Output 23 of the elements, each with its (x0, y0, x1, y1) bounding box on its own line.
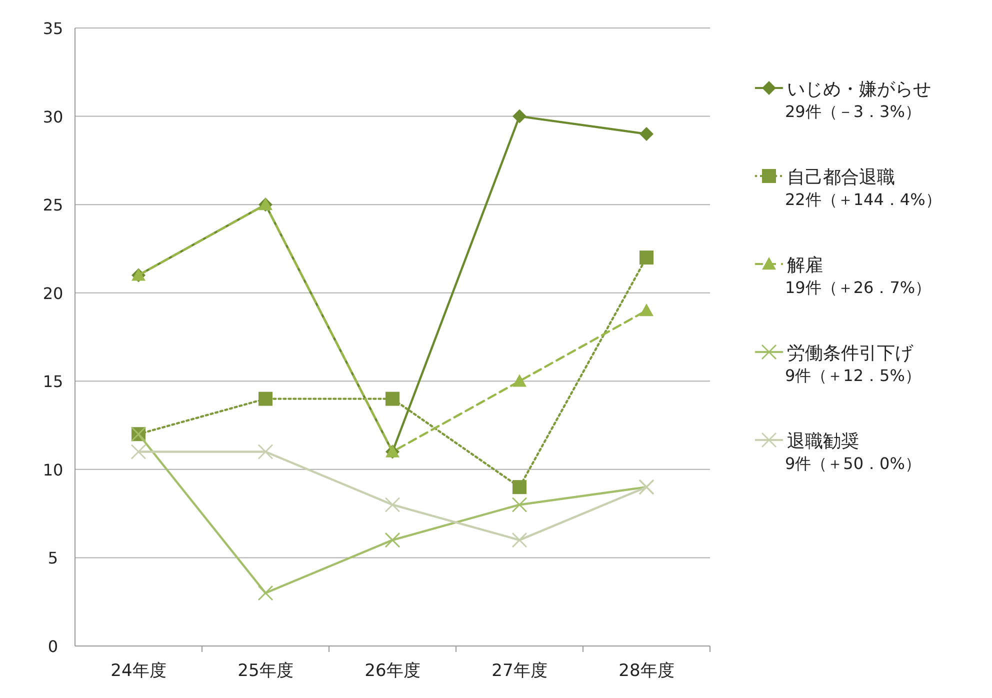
legend-label: いじめ・嫌がらせ 29件（－3．3%） (785, 79, 931, 121)
y-tick-label: 0 (48, 637, 58, 656)
x-tick-label: 24年度 (110, 661, 166, 681)
x-tick-label: 25年度 (238, 661, 294, 681)
y-tick-label: 10 (42, 460, 64, 480)
y-tick-label: 25 (42, 196, 64, 215)
legend-label: 労働条件引下げ 9件（＋12．5%） (785, 343, 921, 385)
legend-item: 自己都合退職 22件（＋144．4%） (755, 167, 942, 209)
y-tick-label: 5 (48, 548, 58, 568)
x-tick-label: 26年度 (364, 661, 420, 681)
legend-label: 解雇 19件（＋26．7%） (785, 255, 932, 297)
legend-label: 自己都合退職 22件（＋144．4%） (785, 167, 942, 209)
legend-label: 退職勧奨 9件（＋50．0%） (785, 431, 921, 473)
x-tick-label: 27年度 (492, 661, 548, 681)
x-tick-label: 28年度 (618, 661, 674, 681)
y-tick-label: 30 (42, 107, 64, 126)
y-tick-label: 15 (42, 372, 64, 392)
y-tick-label: 20 (42, 284, 64, 303)
legend-item: 退職勧奨 9件（＋50．0%） (755, 431, 921, 473)
legend-item: いじめ・嫌がらせ 29件（－3．3%） (755, 79, 931, 121)
y-tick-label: 35 (42, 19, 64, 38)
legend-item: 解雇 19件（＋26．7%） (755, 255, 932, 297)
legend-item: 労働条件引下げ 9件（＋12．5%） (755, 343, 921, 385)
